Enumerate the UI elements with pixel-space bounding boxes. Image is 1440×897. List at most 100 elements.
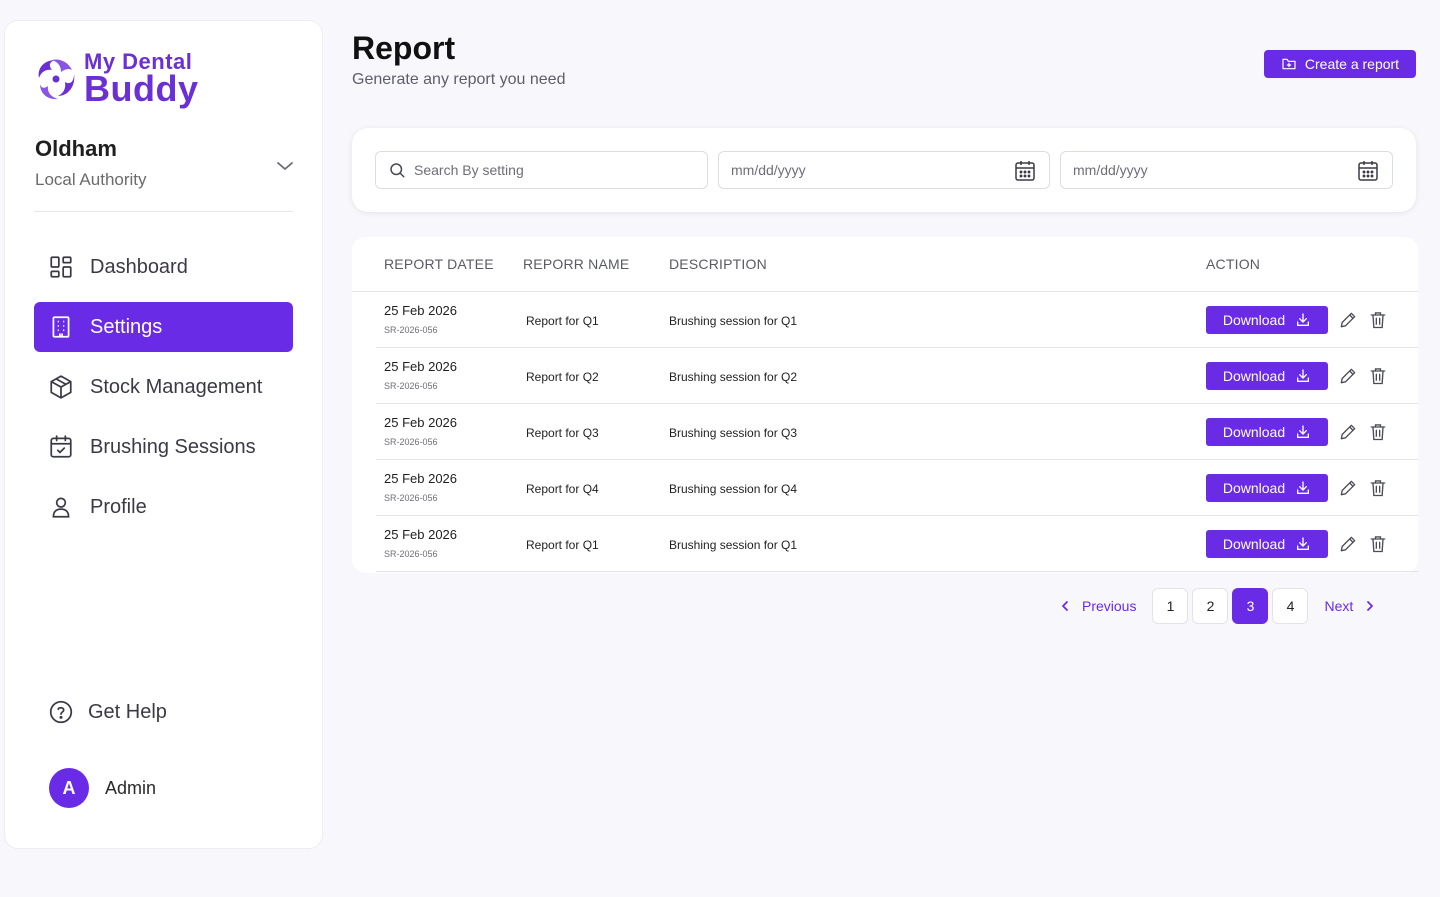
page-button-3[interactable]: 3 bbox=[1232, 588, 1269, 624]
next-page-button[interactable]: Next bbox=[1324, 598, 1377, 614]
user-name: Admin bbox=[105, 777, 157, 798]
download-button[interactable]: Download bbox=[1206, 530, 1328, 558]
sidebar-item-dashboard[interactable]: Dashboard bbox=[34, 242, 293, 292]
table-row: 25 Feb 2026 SR-2026-056 Report for Q3 Brush… bbox=[376, 404, 1418, 460]
help-circle-icon bbox=[49, 700, 73, 724]
edit-icon[interactable] bbox=[1338, 534, 1358, 554]
table-row: 25 Feb 2026 SR-2026-056 Report for Q1 Brush… bbox=[376, 516, 1418, 572]
page-title: Report bbox=[352, 30, 456, 66]
download-button[interactable]: Download bbox=[1206, 474, 1328, 502]
pagination: Previous 1 2 3 4 Next bbox=[1058, 588, 1377, 624]
calendar-check-icon bbox=[50, 435, 72, 458]
table-row: 25 Feb 2026 SR-2026-056 Report for Q1 Brush… bbox=[376, 292, 1418, 348]
date-to-placeholder: mm/dd/yyyy bbox=[1073, 162, 1148, 178]
report-name: Report for Q4 bbox=[526, 482, 599, 496]
download-button[interactable]: Download bbox=[1206, 362, 1328, 390]
date-to-input[interactable]: mm/dd/yyyy bbox=[1060, 151, 1393, 189]
download-label: Download bbox=[1222, 424, 1286, 440]
report-date: 25 Feb 2026 bbox=[384, 415, 458, 430]
edit-icon[interactable] bbox=[1338, 478, 1358, 498]
avatar: A bbox=[49, 768, 89, 808]
chevron-left-icon bbox=[1062, 601, 1068, 611]
box-icon bbox=[50, 375, 72, 399]
report-name: Report for Q1 bbox=[526, 538, 599, 552]
report-description: Brushing session for Q4 bbox=[669, 482, 798, 496]
report-date: 25 Feb 2026 bbox=[384, 303, 458, 318]
date-from-input[interactable]: mm/dd/yyyy bbox=[718, 151, 1050, 189]
download-icon bbox=[1297, 537, 1310, 550]
table-row: 25 Feb 2026 SR-2026-056 Report for Q2 Brush… bbox=[376, 348, 1418, 404]
column-header-action: ACTION bbox=[1206, 256, 1261, 272]
report-name: Report for Q2 bbox=[526, 370, 599, 384]
download-label: Download bbox=[1222, 480, 1286, 496]
download-button[interactable]: Download bbox=[1206, 306, 1328, 334]
edit-icon[interactable] bbox=[1338, 366, 1358, 386]
sidebar-divider bbox=[34, 211, 293, 212]
download-label: Download bbox=[1222, 368, 1286, 384]
report-name: Report for Q3 bbox=[526, 426, 599, 440]
report-description: Brushing session for Q2 bbox=[669, 370, 798, 384]
trash-icon[interactable] bbox=[1368, 478, 1388, 498]
column-header-date: REPORT DATEE bbox=[384, 256, 494, 272]
calendar-icon[interactable] bbox=[1013, 159, 1037, 183]
user-menu[interactable]: A Admin bbox=[49, 768, 156, 808]
edit-icon[interactable] bbox=[1338, 422, 1358, 442]
trash-icon[interactable] bbox=[1368, 366, 1388, 386]
logo-swirl-icon bbox=[38, 59, 75, 100]
sidebar-item-settings[interactable]: Settings bbox=[34, 302, 293, 352]
page-button-4[interactable]: 4 bbox=[1272, 588, 1309, 624]
org-name: Oldham bbox=[35, 136, 117, 161]
report-code: SR-2026-056 bbox=[384, 549, 438, 559]
filter-bar: Search By setting mm/dd/yyyy mm/dd/yyyy bbox=[352, 128, 1416, 212]
org-type: Local Authority bbox=[35, 170, 147, 189]
report-date: 25 Feb 2026 bbox=[384, 527, 458, 542]
edit-icon[interactable] bbox=[1338, 310, 1358, 330]
building-icon bbox=[52, 316, 70, 338]
report-code: SR-2026-056 bbox=[384, 381, 438, 391]
date-from-placeholder: mm/dd/yyyy bbox=[731, 162, 806, 178]
report-date: 25 Feb 2026 bbox=[384, 471, 458, 486]
table-row: 25 Feb 2026 SR-2026-056 Report for Q4 Brush… bbox=[376, 460, 1418, 516]
get-help-link[interactable]: Get Help bbox=[48, 699, 167, 725]
folder-plus-icon bbox=[1282, 58, 1296, 70]
column-header-description: DESCRIPTION bbox=[669, 256, 767, 272]
trash-icon[interactable] bbox=[1368, 534, 1388, 554]
page-subtitle: Generate any report you need bbox=[352, 71, 566, 88]
sidebar-item-label: Profile bbox=[90, 495, 147, 518]
download-icon bbox=[1297, 313, 1310, 326]
org-selector[interactable]: Oldham Local Authority bbox=[35, 136, 295, 190]
page-button-1[interactable]: 1 bbox=[1152, 588, 1189, 624]
brand-line1: My Dental bbox=[84, 49, 193, 74]
sidebar-item-label: Settings bbox=[90, 315, 163, 338]
brand-logo[interactable]: My Dental Buddy bbox=[34, 51, 199, 107]
calendar-icon[interactable] bbox=[1356, 159, 1380, 183]
download-label: Download bbox=[1222, 312, 1286, 328]
dashboard-icon bbox=[50, 256, 72, 278]
sidebar-item-profile[interactable]: Profile bbox=[34, 482, 293, 532]
chevron-right-icon bbox=[1367, 601, 1374, 611]
download-icon bbox=[1297, 481, 1310, 494]
previous-label: Previous bbox=[1082, 598, 1137, 614]
create-report-label: Create a report bbox=[1304, 56, 1400, 72]
search-icon bbox=[390, 163, 405, 178]
report-description: Brushing session for Q1 bbox=[669, 538, 798, 552]
page-button-2[interactable]: 2 bbox=[1192, 588, 1229, 624]
search-placeholder: Search By setting bbox=[414, 162, 524, 178]
create-report-button[interactable]: Create a report bbox=[1264, 50, 1416, 78]
reports-table: REPORT DATEE REPORR NAME DESCRIPTION ACT… bbox=[352, 237, 1418, 573]
column-header-name: REPORR NAME bbox=[523, 256, 630, 272]
get-help-label: Get Help bbox=[88, 700, 167, 723]
previous-page-button[interactable]: Previous bbox=[1058, 598, 1136, 614]
chevron-down-icon[interactable] bbox=[275, 156, 295, 176]
brand-line2: Buddy bbox=[84, 68, 199, 109]
sidebar-item-stock-management[interactable]: Stock Management bbox=[34, 362, 293, 412]
report-description: Brushing session for Q1 bbox=[669, 314, 798, 328]
download-button[interactable]: Download bbox=[1206, 418, 1328, 446]
report-date: 25 Feb 2026 bbox=[384, 359, 458, 374]
sidebar-item-label: Stock Management bbox=[90, 375, 263, 398]
search-input[interactable]: Search By setting bbox=[375, 151, 708, 189]
trash-icon[interactable] bbox=[1368, 310, 1388, 330]
sidebar-item-brushing-sessions[interactable]: Brushing Sessions bbox=[34, 422, 293, 472]
table-header: REPORT DATEE REPORR NAME DESCRIPTION ACT… bbox=[352, 237, 1418, 292]
trash-icon[interactable] bbox=[1368, 422, 1388, 442]
